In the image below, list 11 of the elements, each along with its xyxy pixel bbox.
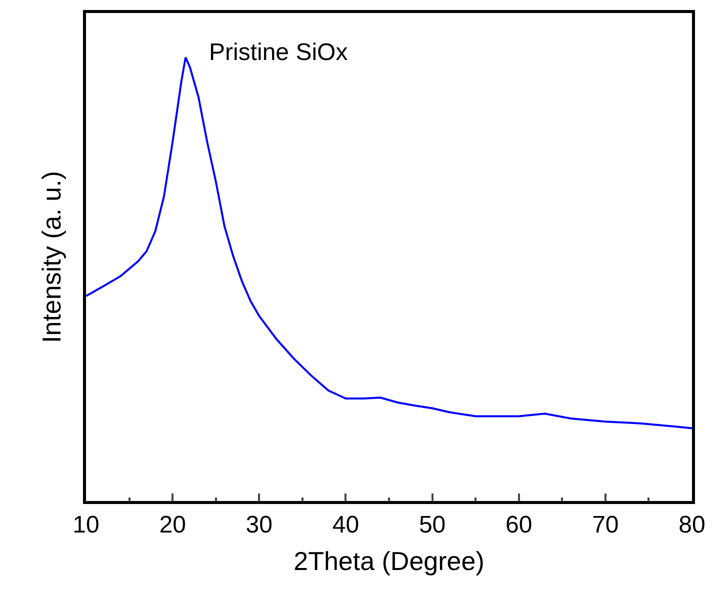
y-axis-title: Intensity (a. u.) [36, 171, 67, 343]
x-tick-label: 60 [506, 512, 532, 539]
x-tick-label: 70 [592, 512, 619, 539]
x-tick-label: 40 [332, 512, 360, 539]
x-axis-title: 2Theta (Degree) [294, 546, 484, 576]
x-tick-label: 30 [246, 512, 272, 539]
x-tick-label: 80 [678, 512, 706, 539]
x-tick-label: 20 [159, 512, 186, 539]
x-tick-label: 10 [72, 512, 100, 539]
x-tick-label: 50 [418, 512, 446, 539]
annotation: Pristine SiOx [209, 39, 348, 66]
